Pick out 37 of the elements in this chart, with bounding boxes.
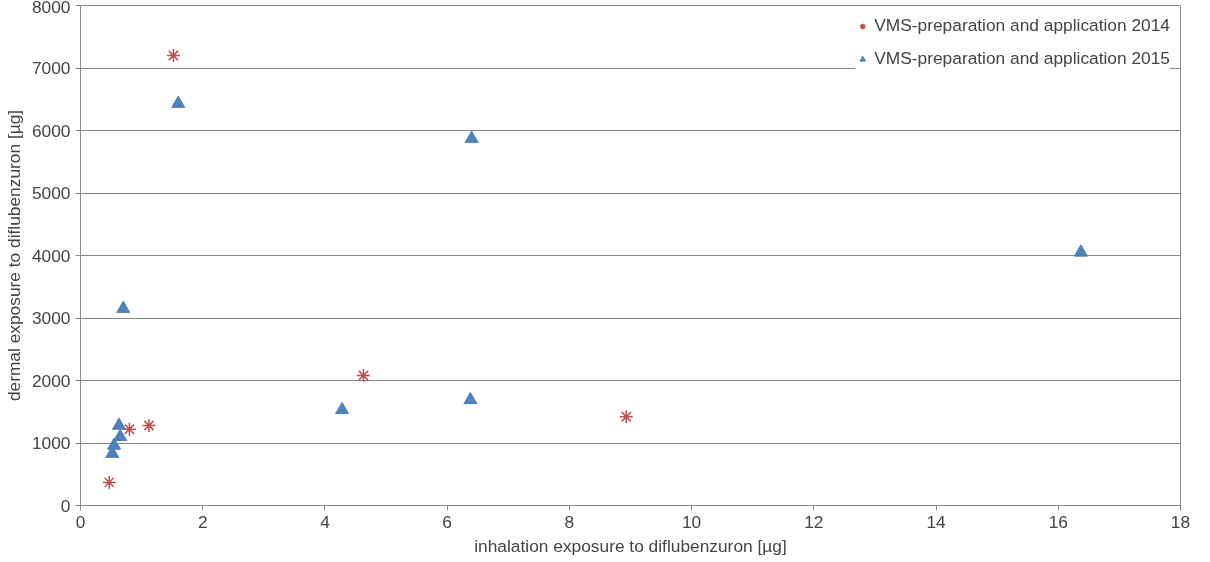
legend-label: VMS-preparation and application 2014 <box>874 15 1170 36</box>
y-tick-label: 8000 <box>31 0 71 17</box>
x-tick-label: 0 <box>75 511 86 532</box>
point <box>122 422 137 437</box>
y-axis-title: dermal exposure to diflubenzuron [µg] <box>3 109 24 402</box>
y-tick-label: 1000 <box>31 433 71 453</box>
x-tick-label: 12 <box>804 511 824 532</box>
point <box>141 418 157 433</box>
point <box>107 437 122 450</box>
x-tick-label: 2 <box>197 511 208 532</box>
point <box>113 428 128 441</box>
x-tick-label: 14 <box>926 511 947 532</box>
x-tick-label: 10 <box>681 511 702 532</box>
y-tick-label: 3000 <box>31 308 71 328</box>
y-tick-label: 4000 <box>31 245 71 266</box>
legend-label: VMS-preparation and application 2015 <box>874 48 1170 69</box>
point <box>618 409 634 424</box>
x-tick-label: 16 <box>1048 511 1068 532</box>
x-axis-title: inhalation exposure to diflubenzuron [µg] <box>474 535 787 556</box>
point <box>356 368 371 383</box>
point <box>101 475 117 490</box>
y-tick-label: 6000 <box>31 120 71 141</box>
x-tick-label: 6 <box>442 511 452 532</box>
point <box>463 391 478 405</box>
point <box>335 401 350 415</box>
y-tick-label: 5000 <box>31 183 71 203</box>
y-tick-label: 7000 <box>31 58 71 78</box>
x-tick-label: 4 <box>320 511 331 532</box>
point <box>112 417 126 430</box>
y-tick-label: 2000 <box>31 370 71 391</box>
point <box>116 300 131 313</box>
point <box>464 130 479 143</box>
x-tick-label: 8 <box>564 511 575 532</box>
x-tick-label: 18 <box>1170 511 1191 532</box>
point <box>1073 244 1088 257</box>
point <box>171 95 186 108</box>
y-tick-label: 0 <box>60 495 71 516</box>
